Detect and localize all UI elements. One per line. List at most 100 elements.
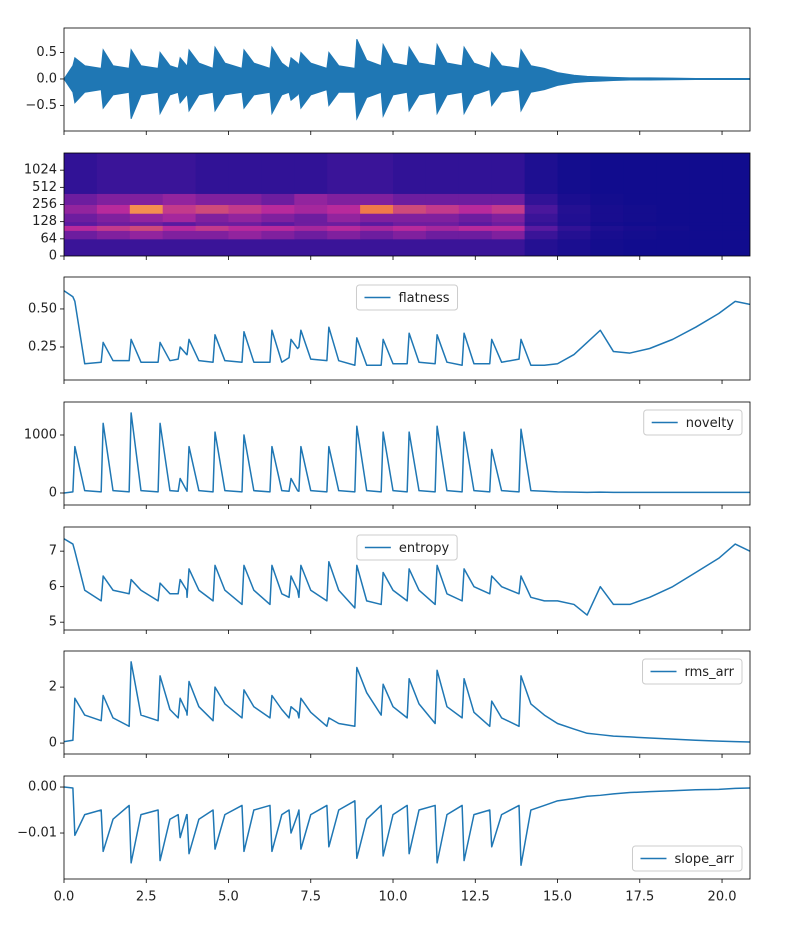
- heat-cell: [491, 204, 526, 214]
- heat-cell: [425, 153, 460, 194]
- x-tick-label: 5.0: [218, 890, 239, 905]
- heat-cell: [393, 221, 427, 226]
- heat-cell: [590, 230, 624, 240]
- heat-cell: [228, 204, 262, 214]
- heat-cell: [64, 225, 98, 231]
- axes-frame: [63, 526, 751, 631]
- heat-cell: [557, 213, 591, 223]
- plot-area: [64, 538, 750, 616]
- waveform-area: [64, 38, 750, 80]
- y-tick-label: 0.0: [36, 71, 57, 86]
- heat-cell: [360, 204, 394, 214]
- heat-cell: [689, 204, 723, 214]
- heat-cell: [689, 230, 723, 240]
- heat-cell: [590, 213, 624, 223]
- heat-cell: [64, 153, 98, 194]
- line: [64, 412, 750, 494]
- heat-cell: [656, 204, 690, 214]
- y-tick-label: −0.5: [25, 98, 57, 113]
- heat-cell: [129, 204, 164, 214]
- heat-cell: [623, 193, 657, 205]
- legend-label: entropy: [399, 541, 450, 556]
- heat-cell: [228, 213, 262, 223]
- line: [64, 786, 750, 866]
- heat-cell: [425, 230, 460, 240]
- heat-cell: [722, 230, 750, 240]
- heat-cell: [294, 225, 328, 231]
- heat-cell: [458, 238, 493, 256]
- heat-cell: [425, 238, 460, 256]
- heat-cell: [261, 225, 295, 231]
- heat-cell: [327, 213, 361, 223]
- heat-cell: [162, 153, 197, 194]
- heat-cell: [195, 230, 230, 240]
- heat-cell: [261, 204, 295, 214]
- heat-cell: [623, 153, 657, 194]
- heat-cell: [228, 238, 262, 256]
- heat-cell: [524, 153, 559, 194]
- heat-cell: [64, 204, 98, 214]
- x-tick-label: 12.5: [461, 890, 490, 905]
- heat-cell: [491, 238, 526, 256]
- heat-cell: [557, 153, 591, 194]
- heat-cell: [195, 213, 230, 223]
- heat-cell: [590, 238, 624, 256]
- heat-cell: [327, 204, 361, 214]
- plot-area: [64, 153, 750, 256]
- heat-cell: [425, 225, 460, 231]
- heat-cell: [294, 230, 328, 240]
- y-tick-label: 64: [40, 231, 57, 246]
- y-tick-label: 0.00: [28, 780, 57, 795]
- heat-cell: [623, 204, 657, 214]
- heat-cell: [195, 238, 230, 256]
- heat-cell: [228, 225, 262, 231]
- heat-cell: [261, 238, 295, 256]
- heat-cell: [195, 225, 230, 231]
- y-tick-label: 0.50: [28, 301, 57, 316]
- heat-cell: [590, 204, 624, 214]
- legend: flatness: [355, 284, 459, 311]
- heat-cell: [524, 230, 559, 240]
- axes-frame: [63, 401, 751, 506]
- heat-cell: [393, 204, 427, 214]
- plot-area: [64, 661, 750, 743]
- x-tick-label: 0.0: [54, 890, 75, 905]
- heat-cell: [327, 221, 361, 226]
- heat-cell: [722, 204, 750, 214]
- heat-cell: [524, 221, 559, 226]
- heat-cell: [96, 238, 131, 256]
- heat-cell: [294, 221, 328, 226]
- heat-cell: [360, 221, 394, 226]
- legend-label: rms_arr: [685, 665, 735, 680]
- heat-cell: [623, 238, 657, 256]
- heat-cell: [64, 213, 98, 223]
- y-tick-label: 2: [49, 680, 57, 695]
- heat-cell: [96, 193, 131, 205]
- heat-cell: [360, 213, 394, 223]
- heat-cell: [393, 153, 427, 194]
- heat-cell: [360, 225, 394, 231]
- heat-cell: [425, 213, 460, 223]
- heat-cell: [393, 230, 427, 240]
- heat-cell: [656, 230, 690, 240]
- heat-cell: [458, 221, 493, 226]
- heat-cell: [491, 213, 526, 223]
- plot-area: [64, 412, 750, 494]
- y-tick-label: 0.25: [28, 339, 57, 354]
- heat-cell: [162, 225, 197, 231]
- heat-cell: [96, 225, 131, 231]
- heat-cell: [656, 225, 690, 231]
- axes-frame: [63, 650, 751, 755]
- heat-cell: [228, 153, 262, 194]
- heat-cell: [162, 238, 197, 256]
- legend-box: [355, 284, 459, 311]
- plot-area: [64, 38, 750, 121]
- axes-frame: [63, 775, 751, 880]
- heat-cell: [96, 213, 131, 223]
- axes-frame: [63, 276, 751, 381]
- x-tick-label: 20.0: [708, 890, 737, 905]
- heat-cell: [294, 193, 328, 205]
- heat-cell: [491, 225, 526, 231]
- heat-cell: [425, 221, 460, 226]
- heat-cell: [458, 193, 493, 205]
